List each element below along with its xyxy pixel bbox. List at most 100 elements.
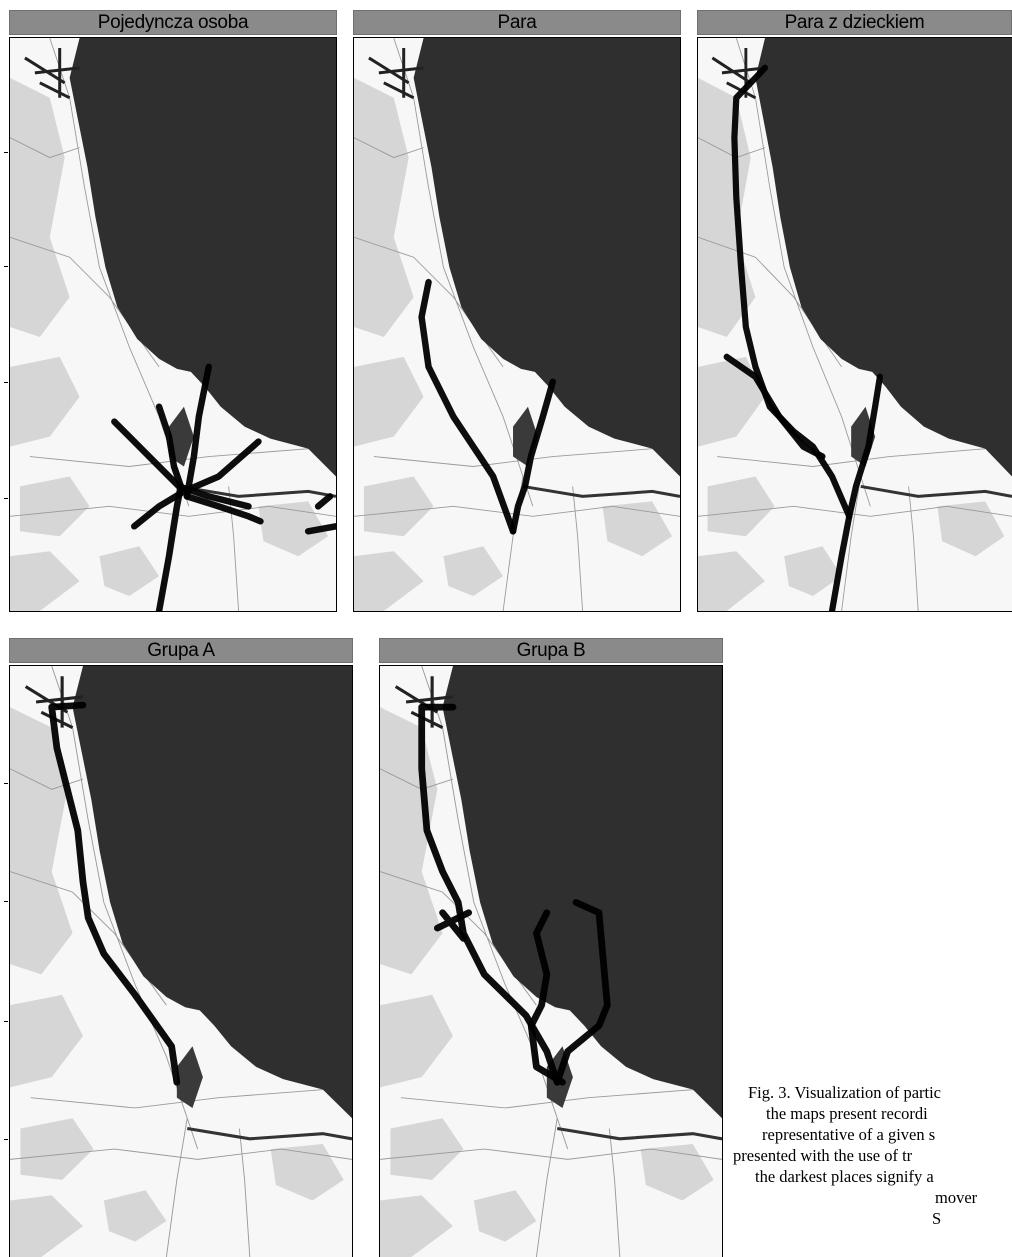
river [522,484,680,498]
greenery-area [10,1195,83,1257]
greenery-area [258,501,329,557]
track-line [111,418,252,510]
greenery-area [20,1118,94,1180]
road [10,137,80,159]
road [10,1148,352,1160]
map-view [9,665,353,1257]
greenery-area [354,77,414,337]
road [572,486,584,611]
greenery-area [19,476,90,537]
sea [72,666,352,1119]
panel-title: Pojedyncza osoba [9,10,337,35]
caption-line: the darkest places signify a [755,1167,934,1186]
panel-title: Para [353,10,681,35]
river [186,1127,352,1141]
greenery-area [363,476,434,537]
movement-tracks [418,278,557,535]
base-map [380,666,722,1257]
harbor [711,47,766,100]
sea [755,38,1012,477]
river [178,484,336,498]
greenery-area [698,356,766,447]
axis-tick [4,382,8,383]
map-view [9,37,337,612]
movement-tracks [111,363,336,611]
map-view [379,665,723,1257]
greenery-area [270,1143,344,1201]
road [535,1118,558,1257]
lake [176,1046,203,1108]
track-line [183,493,264,525]
greenery-area [390,1118,464,1180]
road [380,1148,722,1160]
caption-line: Fig. 3. Visualization of partic [748,1083,942,1102]
road [717,446,1012,467]
harbor [394,676,454,730]
road [400,1086,722,1109]
map-panel-pojedyncza-osoba: Pojedyncza osoba [9,10,337,612]
map-view [697,37,1012,612]
greenery-area [707,476,775,537]
greenery-area [698,551,766,611]
movement-tracks [723,64,884,611]
map-panel-para: Para [353,10,681,612]
track-line [183,363,213,500]
greenery-area [10,707,73,975]
road [51,666,199,1150]
axis-tick [4,1139,8,1140]
panel-title: Grupa A [9,638,353,663]
river [556,1127,722,1141]
harbor [368,47,424,100]
road [165,1118,188,1257]
axis-tick [4,498,8,499]
greenery-area [380,1195,453,1257]
track-line [828,373,884,611]
greenery-area [937,501,1005,557]
base-map [10,38,336,611]
sea [442,666,722,1119]
caption-line: the maps present recordi [766,1104,928,1123]
greenery-area [354,551,424,611]
track-line [723,353,826,460]
track-line [155,403,185,490]
track-line [553,899,611,1086]
road [354,505,680,517]
greenery-area [10,994,83,1088]
greenery-area [10,77,70,337]
road [735,38,871,507]
road [354,137,424,159]
lake [169,406,194,467]
road [608,1128,621,1257]
map-view [353,37,681,612]
road [373,446,680,467]
caption-line: presented with the use of tr [733,1146,913,1165]
track-line [509,378,557,535]
greenery-area [443,546,504,597]
harbor [24,676,84,730]
base-map [698,38,1012,611]
road [841,476,862,611]
road [10,768,84,790]
greenery-area [380,707,443,975]
axis-tick [4,152,8,153]
track-line [418,278,517,535]
track-line [131,438,262,530]
harbor [24,47,80,100]
greenery-area [10,356,80,447]
caption-line: mover [935,1188,978,1207]
sea [413,38,680,477]
road [421,666,569,1150]
road [10,505,336,517]
road [393,38,534,507]
track-line [433,909,473,942]
greenery-area [103,1190,167,1242]
map-panel-para-z-dzieckiem: Para z dzieckiem [697,10,1012,612]
movement-tracks [418,703,611,1086]
panel-title: Para z dzieckiem [697,10,1012,35]
road [30,1086,352,1109]
map-panel-grupa-a: Grupa A [9,638,353,1257]
greenery-area [640,1143,714,1201]
movement-tracks [48,701,181,1086]
river [860,484,1012,498]
caption-line: representative of a given s [762,1125,936,1144]
